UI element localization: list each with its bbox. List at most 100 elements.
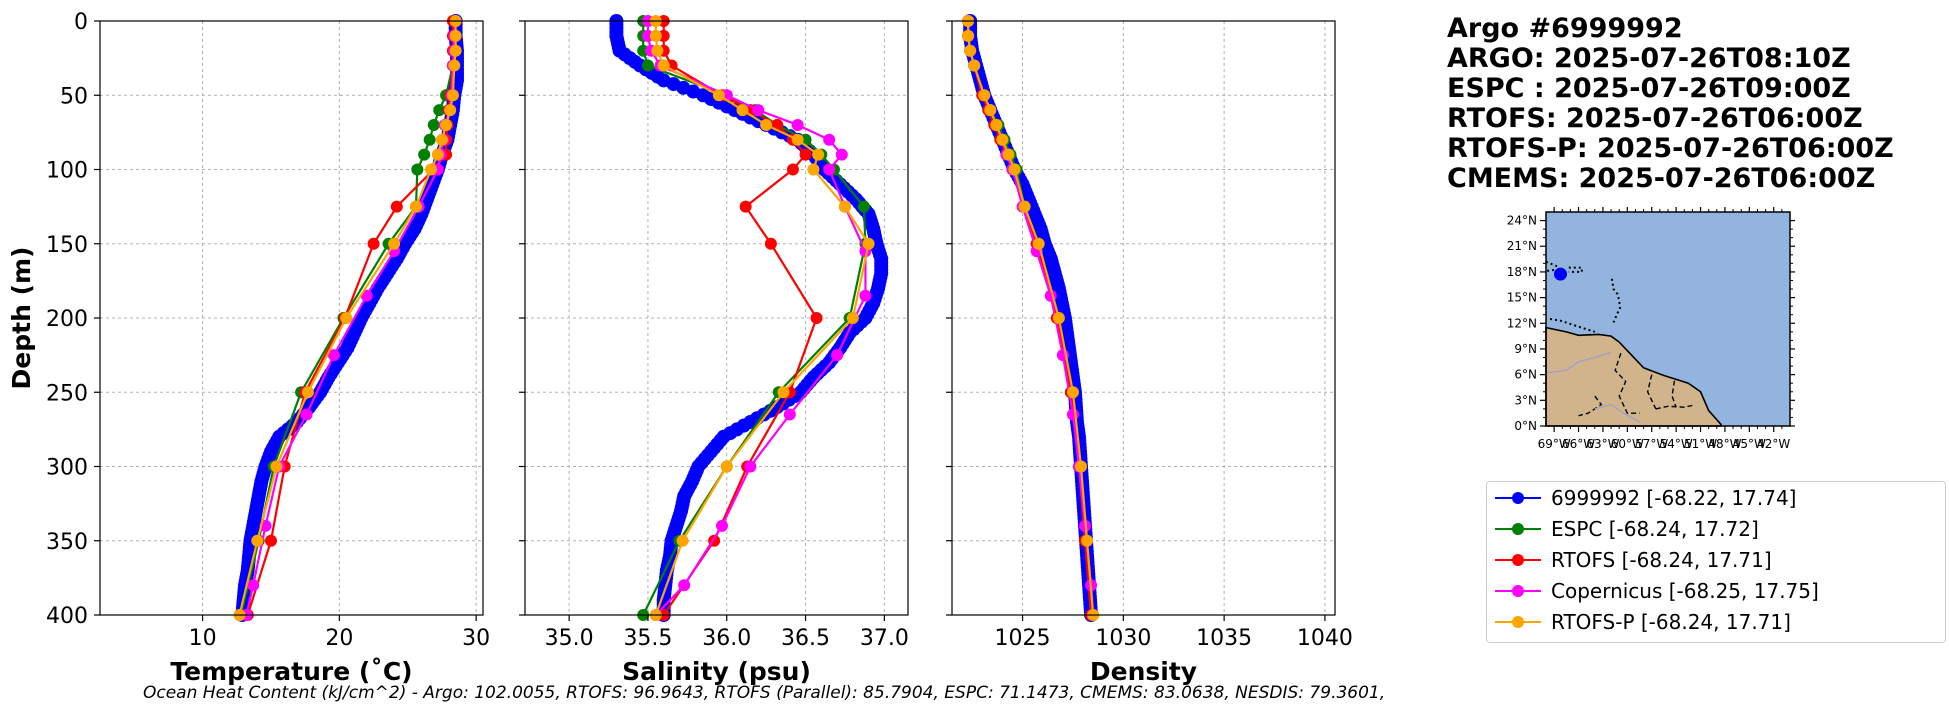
data-point-rtofs_p [340,312,353,324]
y-tick-label: 150 [46,233,88,258]
location-map: 24°N 21°N 18°N 15°N 12°N 9°N 6°N 3°N 0°N69°W66°W… [1507,207,1795,451]
data-point-copernicus [1066,408,1079,421]
legend-item-rtofs: RTOFS [-68.24, 17.71] [1495,545,1772,575]
y-tick-label: 250 [46,381,88,406]
data-point-rtofs [390,200,403,213]
x-tick-label: 35.5 [623,626,672,651]
data-point-rtofs_p [791,133,804,146]
temperature-axis-label: Temperature (˚C) [170,657,412,686]
data-point-rtofs_p [964,44,977,57]
data-point-copernicus [744,460,757,473]
data-point-rtofs_p [657,59,670,72]
data-point-rtofs_p [676,534,689,547]
legend-marker-rtofs [1495,550,1541,570]
data-point-rtofs_p [449,44,462,57]
map-country-border [1646,374,1657,410]
data-point-copernicus [327,349,340,362]
data-point-copernicus [247,579,260,592]
map-lon-label: 48°W [1708,437,1741,451]
map-lon-label: 60°W [1611,437,1644,451]
x-tick-label: 1040 [1297,626,1353,651]
data-point-rtofs_p [251,534,264,547]
map-lon-label: 66°W [1562,437,1595,451]
map-country-border [1614,353,1640,414]
data-point-rtofs_p [1032,237,1045,250]
data-point-rtofs_p [425,163,438,176]
data-point-espc [423,133,436,146]
data-point-rtofs_p [444,104,457,117]
data-point-rtofs_p [270,460,283,473]
map-island-outline [1545,260,1560,273]
data-point-rtofs_p [984,104,997,117]
legend-marker-rtofs-p [1495,612,1541,632]
data-point-rtofs_p [807,163,820,176]
x-tick-label: 36.0 [702,626,751,651]
map-lat-label: 18°N [1507,265,1537,279]
map-lon-label: 51°W [1684,437,1717,451]
data-point-rtofs_p [1002,148,1015,161]
data-point-rtofs_p [409,200,422,213]
data-point-rtofs [367,237,380,250]
map-lat-label: 6°N [1514,368,1537,382]
data-point-rtofs_p [388,237,401,250]
x-tick-label: 37.0 [860,626,909,651]
data-point-rtofs [799,148,812,161]
data-point-rtofs_p [812,148,825,161]
data-point-rtofs_p [712,89,725,102]
y-tick-label: 50 [60,84,88,109]
data-point-copernicus [752,104,765,117]
data-point-espc [411,163,424,176]
map-lat-label: 15°N [1507,291,1537,305]
data-point-copernicus [791,118,804,131]
float-id-title: Argo #6999992 [1447,13,1683,44]
x-tick-label: 20 [325,626,353,651]
map-lon-label: 45°W [1733,437,1766,451]
map-lat-label: 21°N [1507,239,1537,253]
cmems-time: CMEMS: 2025-07-26T06:00Z [1447,163,1876,194]
data-point-rtofs_p [962,29,975,42]
legend-label-rtofs-p: RTOFS-P [-68.24, 17.71] [1551,610,1791,634]
x-tick-label: 30 [462,626,490,651]
data-point-copernicus [678,579,691,592]
espc-time: ESPC : 2025-07-26T09:00Z [1447,73,1851,104]
y-tick-label: 0 [74,10,88,35]
data-point-rtofs_p [1008,163,1021,176]
data-point-rtofs [786,163,799,176]
map-lon-label: 54°W [1660,437,1693,451]
y-tick-label: 100 [46,159,88,184]
density-panel: 1025 1030 1035 1040 Density [946,14,1353,686]
map-island-outline [1549,318,1596,333]
data-point-copernicus [823,163,836,176]
map-lat-label: 12°N [1507,316,1537,330]
data-point-copernicus [823,133,836,146]
data-point-espc [857,200,870,213]
data-point-rtofs_p [1018,200,1031,213]
data-point-rtofs_p [448,59,461,72]
data-point-rtofs_p [440,118,453,131]
data-point-rtofs_p [720,460,733,473]
legend-marker-copernicus [1495,581,1541,601]
data-point-rtofs [764,237,777,250]
legend-label-copernicus: Copernicus [-68.25, 17.75] [1551,579,1819,603]
data-point-espc [433,104,446,117]
data-point-espc [427,118,440,131]
data-point-rtofs_p [978,89,991,102]
legend-label-espc: ESPC [-68.24, 17.72] [1551,517,1759,541]
legend: 6999992 [-68.22, 17.74] ESPC [-68.24, 17… [1486,481,1946,643]
data-point-rtofs [264,534,277,547]
x-tick-label: 1025 [995,626,1051,651]
argo-time: ARGO: 2025-07-26T08:10Z [1447,43,1851,74]
legend-item-rtofs-p: RTOFS-P [-68.24, 17.71] [1495,607,1791,637]
data-point-rtofs_p [736,104,749,117]
legend-marker-espc [1495,519,1541,539]
data-point-copernicus [300,408,313,421]
map-lon-label: 69°W [1538,437,1571,451]
data-point-rtofs_p [435,133,448,146]
data-point-rtofs_p [996,133,1009,146]
legend-label-rtofs: RTOFS [-68.24, 17.71] [1551,548,1772,572]
data-point-espc [418,148,431,161]
float-location-marker [1553,267,1567,281]
data-point-copernicus [783,408,796,421]
data-point-copernicus [835,148,848,161]
data-point-espc [641,59,654,72]
